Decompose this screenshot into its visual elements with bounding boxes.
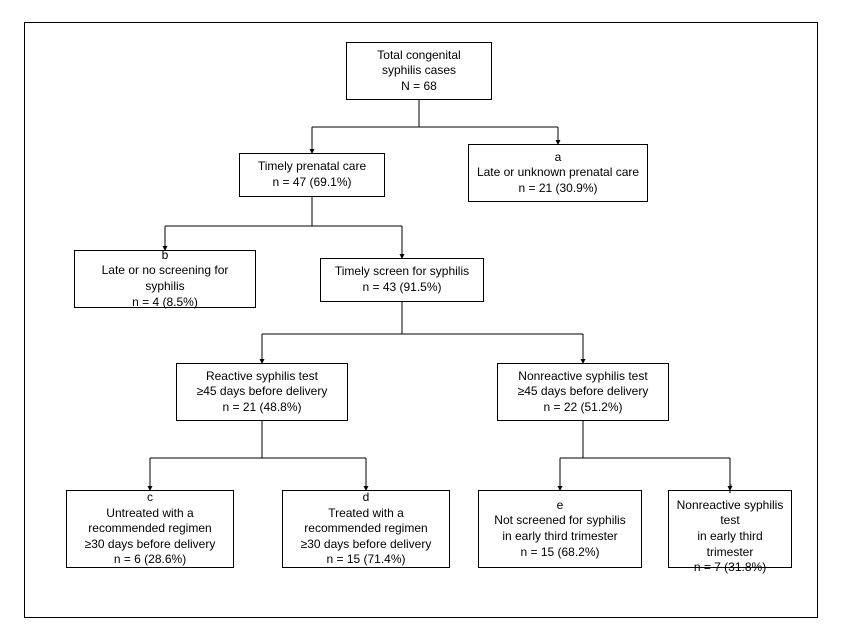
node-nonreactive: Nonreactive syphilis test≥45 days before… xyxy=(497,363,669,421)
node-text-line: Nonreactive syphilis test xyxy=(518,369,647,385)
node-text-line: n = 4 (8.5%) xyxy=(132,295,198,311)
node-text-line: Not screened for syphilis xyxy=(494,513,625,529)
node-e: eNot screened for syphilisin early third… xyxy=(478,490,642,568)
node-text-line: N = 68 xyxy=(401,79,437,95)
node-text-line: Total congenital xyxy=(377,48,460,64)
node-text-line: n = 43 (91.5%) xyxy=(362,280,441,296)
node-letter: b xyxy=(162,248,169,264)
node-text-line: Timely prenatal care xyxy=(258,159,366,175)
node-text-line: Untreated with a xyxy=(106,506,193,522)
node-c: cUntreated with arecommended regimen≥30 … xyxy=(66,490,234,568)
node-text-line: Late or no screening for syphilis xyxy=(81,263,249,294)
node-root: Total congenitalsyphilis casesN = 68 xyxy=(346,42,492,100)
node-text-line: Reactive syphilis test xyxy=(206,369,318,385)
node-text-line: in early third trimester xyxy=(675,529,785,560)
node-text-line: n = 21 (30.9%) xyxy=(518,181,597,197)
node-letter: a xyxy=(555,150,562,166)
node-text-line: Treated with a xyxy=(328,506,404,522)
node-timely_pnc: Timely prenatal caren = 47 (69.1%) xyxy=(239,153,385,197)
node-text-line: in early third trimester xyxy=(502,529,617,545)
node-letter: c xyxy=(147,490,153,506)
node-f: fNonreactive syphilis testin early third… xyxy=(668,490,792,568)
node-text-line: n = 6 (28.6%) xyxy=(114,552,186,568)
node-text-line: n = 47 (69.1%) xyxy=(272,175,351,191)
node-a: aLate or unknown prenatal caren = 21 (30… xyxy=(468,144,648,202)
node-b: bLate or no screening for syphilisn = 4 … xyxy=(74,250,256,308)
node-text-line: ≥45 days before delivery xyxy=(197,384,328,400)
node-letter: e xyxy=(557,498,564,514)
node-text-line: Nonreactive syphilis test xyxy=(675,498,785,529)
node-text-line: n = 22 (51.2%) xyxy=(543,400,622,416)
node-text-line: n = 21 (48.8%) xyxy=(222,400,301,416)
node-timely_screen: Timely screen for syphilisn = 43 (91.5%) xyxy=(320,258,484,302)
node-text-line: syphilis cases xyxy=(382,63,456,79)
node-text-line: recommended regimen xyxy=(88,521,211,537)
node-d: dTreated with arecommended regimen≥30 da… xyxy=(282,490,450,568)
node-letter: d xyxy=(363,490,370,506)
node-text-line: ≥45 days before delivery xyxy=(518,384,649,400)
node-text-line: Late or unknown prenatal care xyxy=(477,165,639,181)
node-text-line: n = 15 (71.4%) xyxy=(326,552,405,568)
node-text-line: n = 7 (31.8%) xyxy=(694,560,766,576)
node-reactive: Reactive syphilis test≥45 days before de… xyxy=(176,363,348,421)
node-text-line: ≥30 days before delivery xyxy=(85,537,216,553)
node-text-line: ≥30 days before delivery xyxy=(301,537,432,553)
node-text-line: recommended regimen xyxy=(304,521,427,537)
node-text-line: n = 15 (68.2%) xyxy=(520,545,599,561)
node-letter: f xyxy=(728,482,731,498)
node-text-line: Timely screen for syphilis xyxy=(335,264,469,280)
